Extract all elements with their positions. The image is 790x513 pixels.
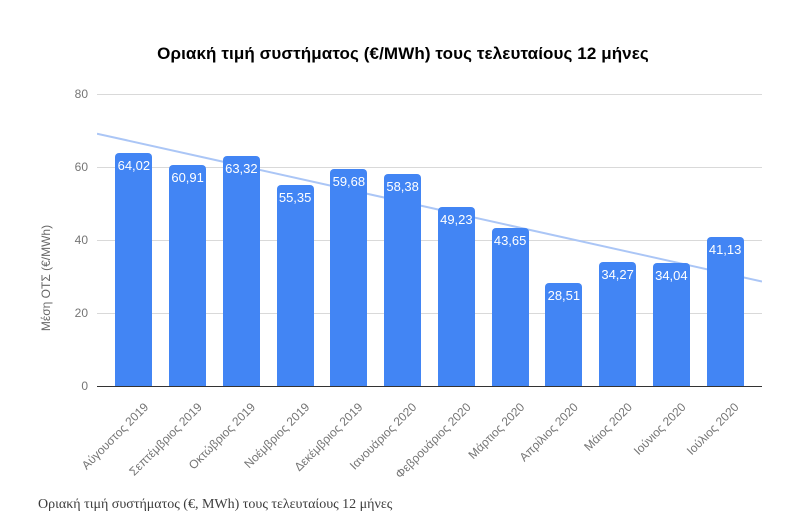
gridline: [97, 313, 762, 314]
x-axis-label: Ιούνιος 2020: [630, 400, 689, 458]
bar[interactable]: 49,23: [437, 207, 475, 387]
plot-area: 64,02 Αύγουστος 2019 60,91 Σεπτέμβριος 2019…: [78, 94, 762, 481]
x-axis-label: Ιούλιος 2020: [684, 400, 743, 458]
bar-slot: 41,13 Ιούλιος 2020: [684, 95, 744, 458]
bar-chart-figure[interactable]: Οριακή τιμή συστήματος (€/MWh) τους τελε…: [0, 0, 790, 492]
bar-value-label: 64,02: [117, 158, 151, 174]
bar-slot: 60,91 Σεπτέμβριος 2019: [126, 95, 207, 478]
x-axis-baseline: [97, 386, 762, 387]
bar-slot: 58,38 Ιανουάριος 2020: [347, 95, 422, 472]
bar[interactable]: 58,38: [384, 173, 422, 387]
bar[interactable]: 60,91: [169, 164, 207, 387]
bar-slot: 64,02 Αύγουστος 2019: [78, 95, 153, 472]
bar-slot: 34,27 Μάιος 2020: [581, 95, 637, 454]
bar-slot: 55,35 Νοέμβριος 2019: [241, 95, 314, 471]
bar[interactable]: 63,32: [222, 155, 260, 387]
bar-slot: 43,65 Μάρτιος 2020: [465, 95, 529, 462]
bar-value-label: 34,27: [601, 266, 634, 282]
bar-slot: 59,68 Δεκέμβριος 2019: [292, 95, 368, 474]
gridline: [97, 240, 762, 241]
bar-slot: 63,32 Οκτώβριος 2019: [186, 95, 260, 472]
trendline: [97, 132, 762, 283]
bar-value-label: 43,65: [493, 232, 527, 248]
gridline: [97, 94, 762, 95]
bar-slot: 49,23 Φεβρουάριος 2020: [392, 95, 475, 481]
bar[interactable]: 64,02: [115, 153, 153, 387]
bar-value-label: 41,13: [708, 241, 742, 257]
bar-value-label: 60,91: [171, 169, 204, 185]
y-tick-label: 80: [74, 87, 88, 101]
bar-slot: 34,04 Ιούνιος 2020: [630, 95, 690, 458]
gridline: [97, 167, 762, 168]
bar[interactable]: 28,51: [545, 282, 583, 387]
bar-slot: 28,51 Απρίλιος 2020: [516, 95, 583, 464]
x-axis-label: Μάιος 2020: [580, 400, 635, 454]
bar[interactable]: 34,04: [652, 262, 690, 387]
bar[interactable]: 59,68: [330, 169, 368, 387]
bar-series: 64,02 Αύγουστος 2019 60,91 Σεπτέμβριος 2019…: [78, 95, 762, 481]
figure-caption: Οριακή τιμή συστήματος (€, MWh) τους τελ…: [38, 497, 393, 512]
bar[interactable]: 43,65: [491, 227, 529, 387]
bar[interactable]: 34,27: [599, 261, 637, 387]
bar-value-label: 63,32: [225, 160, 258, 176]
chart-title: Οριακή τιμή συστήματος (€/MWh) τους τελε…: [157, 44, 649, 63]
y-tick-label: 40: [74, 233, 88, 247]
y-tick-label: 20: [74, 306, 88, 320]
bar[interactable]: 41,13: [706, 236, 744, 387]
bar-value-label: 34,04: [655, 267, 688, 283]
bar[interactable]: 55,35: [276, 184, 314, 387]
y-tick-label: 0: [81, 379, 88, 393]
y-tick-label: 60: [74, 160, 88, 174]
bar-value-label: 55,35: [278, 189, 312, 205]
bar-value-label: 58,38: [386, 178, 419, 194]
bar-value-label: 59,68: [332, 174, 366, 190]
bar-value-label: 28,51: [547, 287, 581, 303]
bar-value-label: 49,23: [440, 212, 473, 228]
